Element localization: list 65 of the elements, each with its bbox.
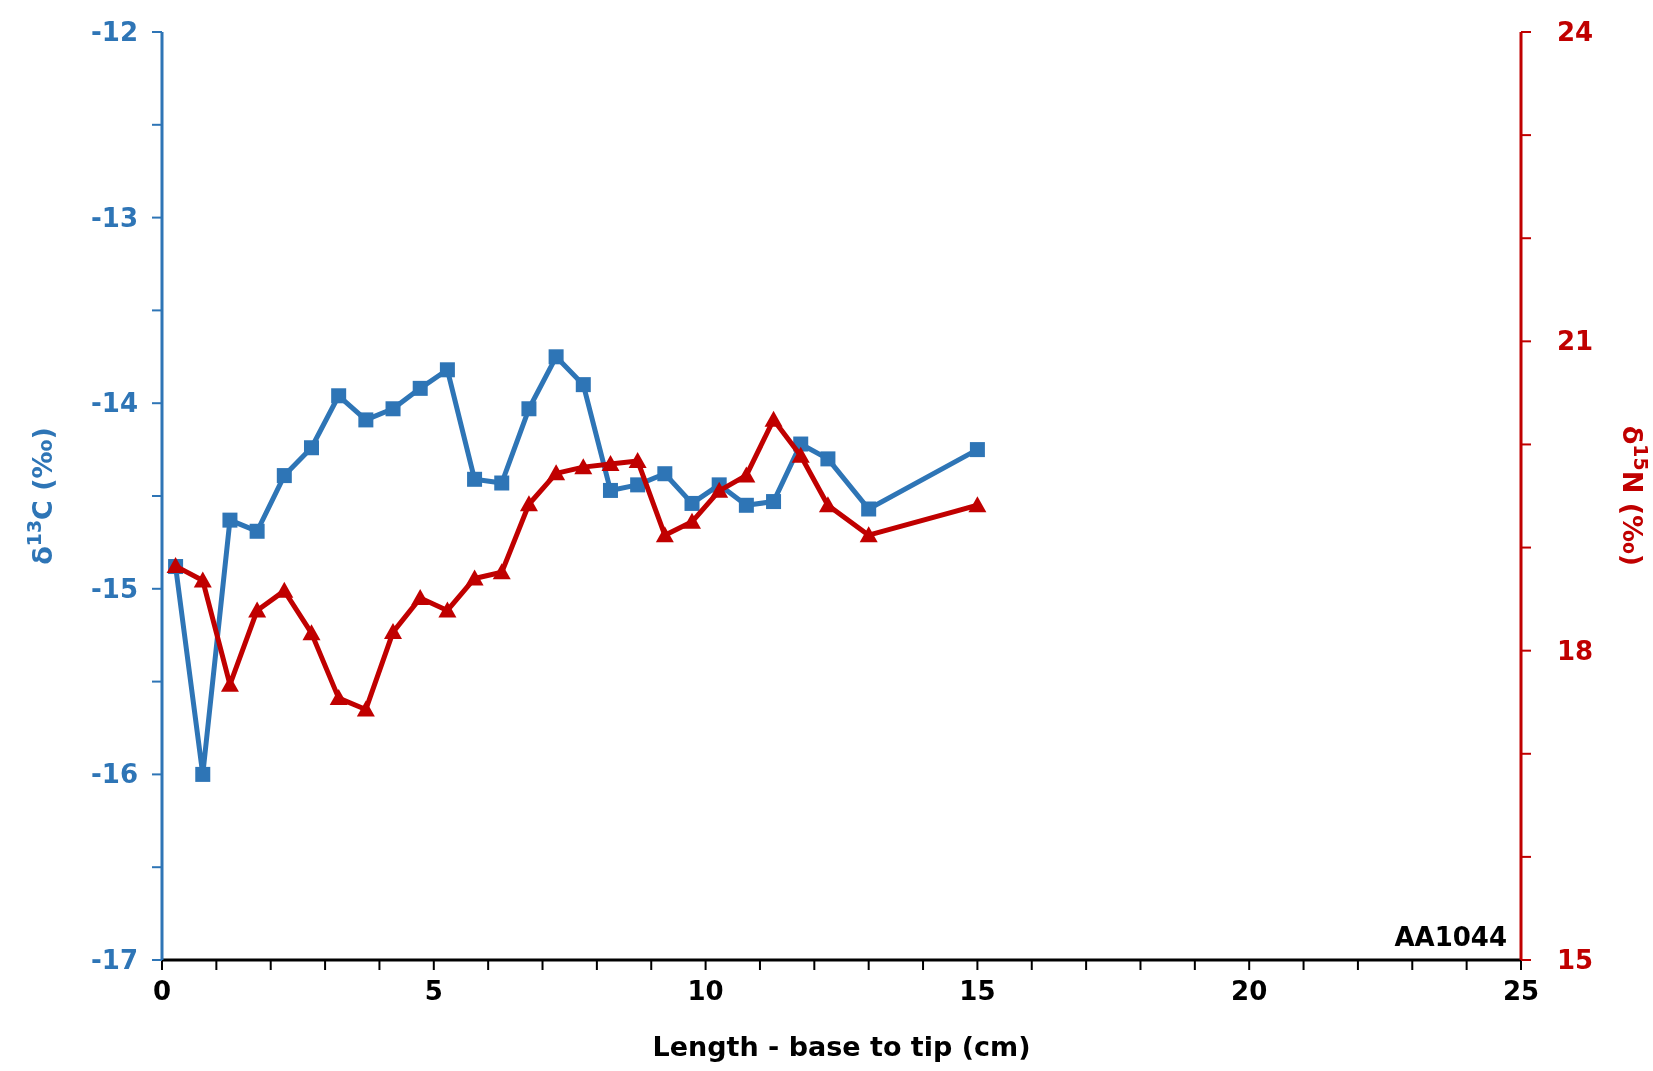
x-tick-label: 5 — [424, 976, 443, 1006]
y-tick-label: -13 — [91, 202, 138, 233]
point — [249, 523, 265, 539]
point — [969, 442, 985, 458]
y2-tick-label: 21 — [1557, 326, 1594, 357]
point — [655, 526, 674, 543]
point — [411, 589, 430, 606]
point — [547, 464, 566, 481]
x-tick-label: 20 — [1231, 976, 1268, 1006]
point — [861, 501, 877, 517]
point — [710, 481, 729, 498]
point — [193, 571, 212, 588]
point — [384, 623, 403, 640]
point — [602, 482, 618, 498]
y2-tick-label: 15 — [1557, 945, 1594, 975]
point — [968, 496, 987, 513]
point — [738, 497, 754, 513]
x-tick-label: 0 — [152, 976, 172, 1006]
point — [329, 689, 348, 706]
point — [859, 526, 878, 543]
point — [683, 512, 702, 529]
point — [820, 451, 836, 467]
point — [519, 495, 538, 512]
x-tick-label: 10 — [687, 976, 724, 1006]
point — [439, 362, 455, 378]
y-tick-label: -12 — [91, 17, 138, 47]
point — [412, 380, 428, 396]
point — [684, 495, 700, 511]
point — [302, 624, 321, 641]
point — [195, 766, 211, 782]
point — [248, 601, 267, 618]
point — [467, 471, 483, 487]
y2-tick-label: 18 — [1557, 635, 1594, 666]
point — [438, 601, 457, 618]
x-axis-title: Length - base to tip (cm) — [652, 1031, 1031, 1062]
point — [601, 455, 620, 472]
point — [575, 377, 591, 393]
point — [764, 410, 783, 427]
point — [766, 494, 782, 510]
y-tick-label: -17 — [91, 945, 138, 975]
point — [356, 700, 375, 717]
x-tick-label: 25 — [1502, 976, 1540, 1006]
point — [385, 401, 401, 417]
y2-tick-label: 24 — [1557, 17, 1594, 47]
point — [737, 466, 756, 483]
point — [303, 440, 319, 456]
point — [465, 569, 484, 586]
point — [791, 446, 810, 463]
point — [222, 512, 238, 528]
point — [818, 496, 837, 513]
point — [492, 563, 511, 580]
y-tick-label: -15 — [91, 573, 138, 604]
point — [628, 451, 647, 468]
point — [574, 458, 593, 475]
point — [358, 412, 374, 428]
point — [331, 388, 347, 404]
y-tick-label: -16 — [91, 759, 138, 790]
point — [548, 349, 564, 365]
point — [494, 475, 510, 491]
point — [521, 401, 537, 417]
y-tick-label: -14 — [91, 388, 138, 419]
annotation: AA1044 — [1394, 922, 1507, 952]
point — [657, 466, 673, 482]
x-tick-label: 15 — [959, 976, 996, 1006]
point — [276, 468, 292, 484]
